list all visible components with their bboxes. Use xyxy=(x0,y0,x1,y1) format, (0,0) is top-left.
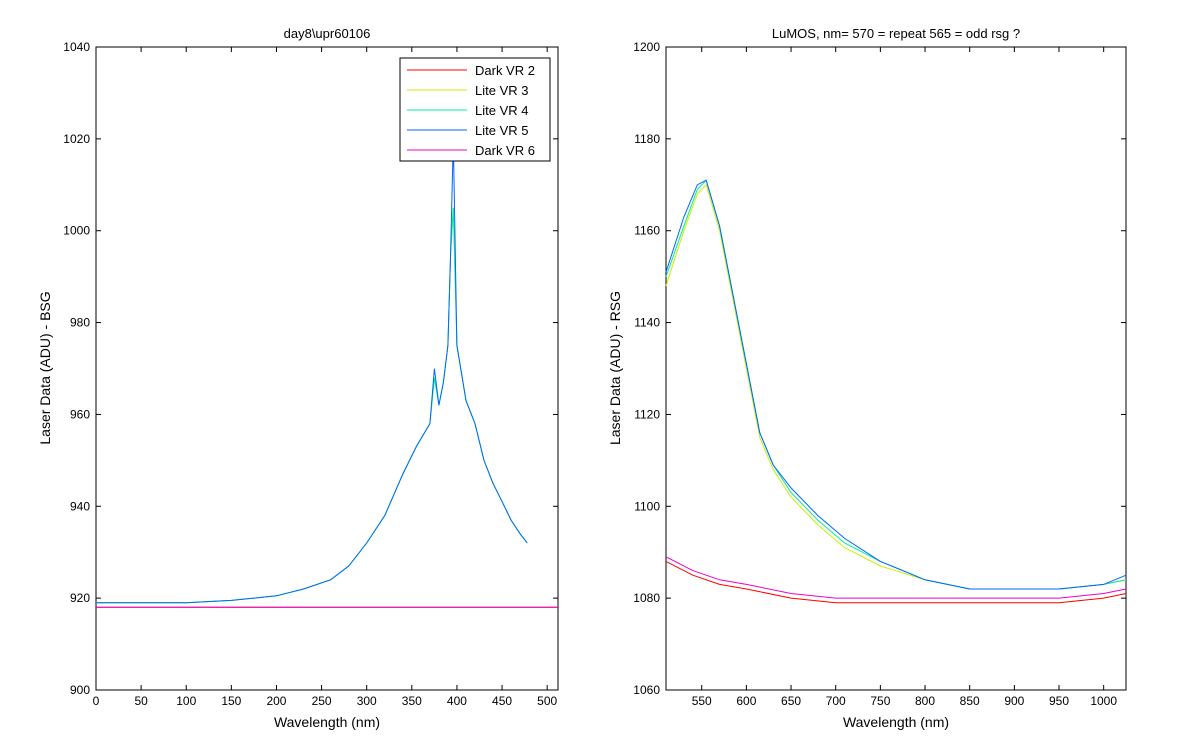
x-tick-label: 400 xyxy=(447,694,467,708)
y-tick-label: 900 xyxy=(70,683,90,697)
x-tick-label: 750 xyxy=(870,694,890,708)
x-tick-label: 650 xyxy=(781,694,801,708)
y-tick-label: 1040 xyxy=(63,40,90,54)
x-tick-label: 950 xyxy=(1049,694,1069,708)
y-tick-label: 1060 xyxy=(633,683,660,697)
x-tick-label: 200 xyxy=(266,694,286,708)
x-tick-label: 350 xyxy=(402,694,422,708)
series-line xyxy=(665,556,1127,599)
x-tick-label: 1000 xyxy=(1090,694,1117,708)
x-tick-label: 250 xyxy=(312,694,332,708)
y-tick-label: 1140 xyxy=(634,316,660,330)
legend: Dark VR 2 Lite VR 3 Lite VR 4 Lite VR 5 Dark… xyxy=(399,57,551,162)
series-line xyxy=(96,138,528,604)
left-plot: 0 50 100 150 200 250 300 350 400 450 500 900 920 940 9… xyxy=(37,26,559,730)
y-tick-label: 1160 xyxy=(634,224,660,238)
right-plot-area xyxy=(665,46,1127,691)
y-tick-label: 1080 xyxy=(633,591,660,605)
left-chart-title: day8\upr60106 xyxy=(284,26,371,41)
y-tick-label: 1200 xyxy=(633,40,660,54)
right-x-axis-label: Wavelength (nm) xyxy=(843,714,949,730)
legend-entry: Lite VR 3 xyxy=(475,83,528,98)
x-tick-label: 500 xyxy=(537,694,557,708)
left-y-axis-label: Laser Data (ADU) - BSG xyxy=(37,291,53,444)
y-tick-label: 1020 xyxy=(63,132,90,146)
x-tick-label: 300 xyxy=(357,694,377,708)
legend-entry: Lite VR 5 xyxy=(475,123,528,138)
y-tick-label: 1100 xyxy=(634,499,660,513)
legend-entry: Dark VR 2 xyxy=(475,63,535,78)
y-tick-label: 980 xyxy=(70,316,90,330)
x-tick-label: 450 xyxy=(492,694,512,708)
series-line xyxy=(665,179,1127,590)
x-tick-label: 900 xyxy=(1004,694,1024,708)
legend-entry: Dark VR 6 xyxy=(475,143,535,158)
right-y-axis-label: Laser Data (ADU) - RSG xyxy=(607,291,623,445)
x-tick-label: 0 xyxy=(93,694,100,708)
y-tick-label: 960 xyxy=(70,407,90,421)
right-plot-ticks: 550 600 650 700 750 800 850 900 950 1000 1060 1080 1… xyxy=(633,40,1126,708)
left-x-axis-label: Wavelength (nm) xyxy=(274,714,380,730)
x-tick-label: 50 xyxy=(134,694,148,708)
x-tick-label: 600 xyxy=(736,694,756,708)
series-line xyxy=(665,560,1127,604)
right-plot-series xyxy=(665,179,1127,604)
legend-entry: Lite VR 4 xyxy=(475,103,528,118)
x-tick-label: 850 xyxy=(960,694,980,708)
y-tick-label: 1000 xyxy=(63,224,90,238)
right-plot: 550 600 650 700 750 800 850 900 950 1000 1060 1080 1… xyxy=(607,26,1127,730)
x-tick-label: 550 xyxy=(692,694,712,708)
x-tick-label: 100 xyxy=(176,694,196,708)
left-plot-series xyxy=(96,138,558,608)
y-tick-label: 920 xyxy=(70,591,90,605)
y-tick-label: 940 xyxy=(70,499,90,513)
x-tick-label: 800 xyxy=(915,694,935,708)
y-tick-label: 1180 xyxy=(634,132,660,146)
x-tick-label: 700 xyxy=(826,694,846,708)
left-plot-ticks: 0 50 100 150 200 250 300 350 400 450 500 900 920 940 9… xyxy=(63,40,558,708)
right-chart-title: LuMOS, nm= 570 = repeat 565 = odd rsg ? xyxy=(772,26,1020,41)
y-tick-label: 1120 xyxy=(634,407,660,421)
x-tick-label: 150 xyxy=(221,694,241,708)
